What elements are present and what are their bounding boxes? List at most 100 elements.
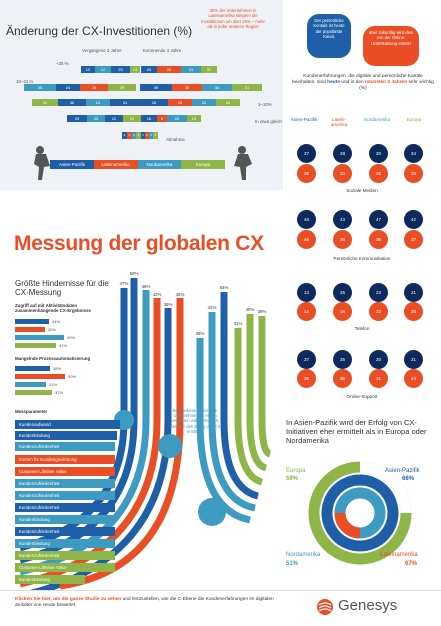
circle: 39: [297, 369, 316, 388]
arc: [220, 292, 260, 500]
arc-pct: 39%: [257, 309, 267, 314]
param-row: Kundenbindung: [15, 575, 85, 584]
bubble-personal: Der persönliche Kontakt ist heute der po…: [307, 14, 351, 58]
seg: 22: [105, 115, 123, 122]
param-row: Kundenbindung: [15, 431, 117, 440]
donut-value-na: 51%: [286, 561, 299, 567]
donut-label-na: Nordamerika: [286, 552, 321, 558]
bar-value: 30%: [48, 327, 57, 332]
donut-ring-asia: [321, 474, 399, 552]
arc: [19, 290, 150, 576]
circle: 31: [369, 369, 388, 388]
seg: 35: [157, 66, 181, 73]
bar: [15, 319, 49, 324]
arc-pct: 54%: [219, 285, 229, 290]
bar-value: 49%: [67, 335, 76, 340]
circle: 37: [297, 144, 316, 163]
seg: 23: [87, 115, 105, 122]
circle: 37: [404, 230, 423, 249]
bubble-online: aber zukünftig wird dies von der Online-…: [363, 26, 419, 66]
seg: 22: [123, 115, 141, 122]
circle: 23: [369, 283, 388, 302]
bar-value: 35%: [53, 366, 62, 371]
success-donut: [308, 461, 412, 565]
circle: 33: [333, 164, 352, 183]
measure-title: Messung der globalen CX: [14, 232, 264, 255]
arc-pct: 47%: [119, 281, 129, 286]
seg: 2: [153, 132, 158, 139]
channels-section: Der persönliche Kontakt ist heute der po…: [283, 0, 441, 410]
circle: 20: [369, 350, 388, 369]
circle: 21: [404, 283, 423, 302]
group-label: Online-Support: [346, 394, 378, 399]
globe-note: Bei nordamerikanischen Unternehmen ist e…: [169, 408, 221, 434]
seg: 0: [145, 132, 149, 139]
bar-value: 50%: [68, 374, 77, 379]
seg: 33: [172, 84, 202, 91]
circle: 44: [404, 369, 423, 388]
row-label-10-24: 10–24 %: [16, 79, 34, 84]
donut-value-asia: 66%: [402, 476, 415, 482]
circle: 13: [297, 283, 316, 302]
region-eu: Europa: [406, 117, 422, 122]
param-row: Kundenzufriedenheit: [15, 491, 115, 500]
params-label: Messparameter: [15, 409, 48, 414]
genesys-logo-icon: [317, 599, 333, 615]
row-label-same: In etwa gleich: [255, 119, 282, 124]
tug-of-war-illustration: [34, 146, 252, 180]
seg: 20: [141, 66, 157, 73]
circle: 14: [297, 302, 316, 321]
circle: 25: [333, 283, 352, 302]
measure-subtitle: Größte Hindernisse für die CX-Messung: [15, 279, 109, 297]
seg: 8: [136, 132, 141, 139]
col-next-label: Kommende 3 Jahre: [143, 48, 182, 53]
arc-pct: 50%: [129, 271, 139, 276]
seg: 16: [141, 115, 157, 122]
seg: 31: [181, 66, 201, 73]
seg: 10: [81, 66, 95, 73]
donut-label-eu: Europa: [286, 468, 306, 474]
circle: 34: [404, 144, 423, 163]
circle: 43: [333, 210, 352, 229]
arc-pct: 41%: [207, 305, 217, 310]
bar: [15, 327, 45, 332]
rope-eu: Europa: [181, 160, 225, 169]
arc: [196, 338, 251, 524]
bar: [15, 374, 65, 379]
param-row: Kundenbindung: [15, 539, 115, 548]
group-label: Persönliche Kommunikation: [333, 256, 391, 261]
circle: 25: [404, 164, 423, 183]
seg: 26: [216, 99, 240, 106]
seg: 4: [122, 132, 127, 139]
obstacle-2-label: Mangelnde Prozessautomatisierung: [15, 356, 91, 361]
seg: 36: [58, 99, 86, 106]
bar: [15, 366, 50, 371]
seg: 31: [110, 99, 140, 106]
group-label: Soziale Medien: [346, 188, 378, 193]
circle: 35: [333, 350, 352, 369]
region-asia: Asien-Pazifik: [290, 117, 318, 122]
seg: 25: [168, 99, 192, 106]
seg: 28: [140, 99, 168, 106]
circle: 36: [333, 369, 352, 388]
seg: 22: [167, 115, 187, 122]
bar: [15, 390, 52, 395]
arc: [234, 328, 264, 486]
param-row: Kundenbindung: [15, 515, 115, 524]
arc: [258, 316, 272, 458]
seg: 31: [232, 84, 262, 91]
circle: 39: [297, 164, 316, 183]
param-row: Kundenzufriedenheit: [15, 551, 115, 560]
circle: 36: [369, 230, 388, 249]
donut-value-eu: 59%: [286, 476, 299, 482]
study-link[interactable]: Klicken Sie hier, um die ganze Studie zu…: [15, 597, 122, 602]
circle: 47: [369, 210, 388, 229]
latam-note: 35% der Unternehmen in Lateinamerika ste…: [201, 8, 265, 30]
seg: 29: [108, 84, 136, 91]
arc-pct: 28%: [195, 331, 205, 336]
seg: 37: [201, 66, 217, 73]
seg: 36: [24, 84, 56, 91]
investment-section: Änderung der CX-Investitionen (%) Vergan…: [0, 0, 283, 190]
arc: [19, 298, 161, 588]
param-row: Kundenzufriedenheit: [15, 479, 115, 488]
